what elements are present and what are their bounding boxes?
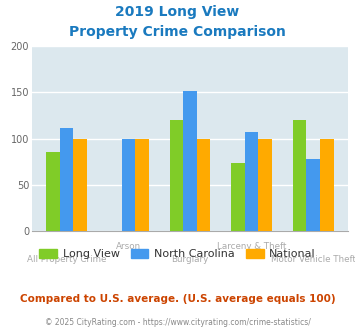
Bar: [121, 139, 135, 231]
Bar: [135, 139, 149, 231]
Text: Arson: Arson: [116, 242, 141, 251]
Text: Burglary: Burglary: [171, 255, 208, 264]
Text: 2019 Long View: 2019 Long View: [115, 5, 240, 19]
Text: © 2025 CityRating.com - https://www.cityrating.com/crime-statistics/: © 2025 CityRating.com - https://www.city…: [45, 318, 310, 327]
Text: Compared to U.S. average. (U.S. average equals 100): Compared to U.S. average. (U.S. average …: [20, 294, 335, 304]
Bar: [170, 120, 183, 231]
Bar: [293, 120, 306, 231]
Bar: [73, 139, 87, 231]
Legend: Long View, North Carolina, National: Long View, North Carolina, National: [35, 244, 320, 263]
Bar: [320, 139, 334, 231]
Bar: [258, 139, 272, 231]
Bar: [60, 127, 73, 231]
Bar: [231, 163, 245, 231]
Bar: [245, 132, 258, 231]
Text: Larceny & Theft: Larceny & Theft: [217, 242, 286, 251]
Text: Property Crime Comparison: Property Crime Comparison: [69, 25, 286, 39]
Text: Motor Vehicle Theft: Motor Vehicle Theft: [271, 255, 355, 264]
Bar: [306, 159, 320, 231]
Text: All Property Crime: All Property Crime: [27, 255, 106, 264]
Bar: [46, 152, 60, 231]
Bar: [197, 139, 210, 231]
Bar: [183, 90, 197, 231]
